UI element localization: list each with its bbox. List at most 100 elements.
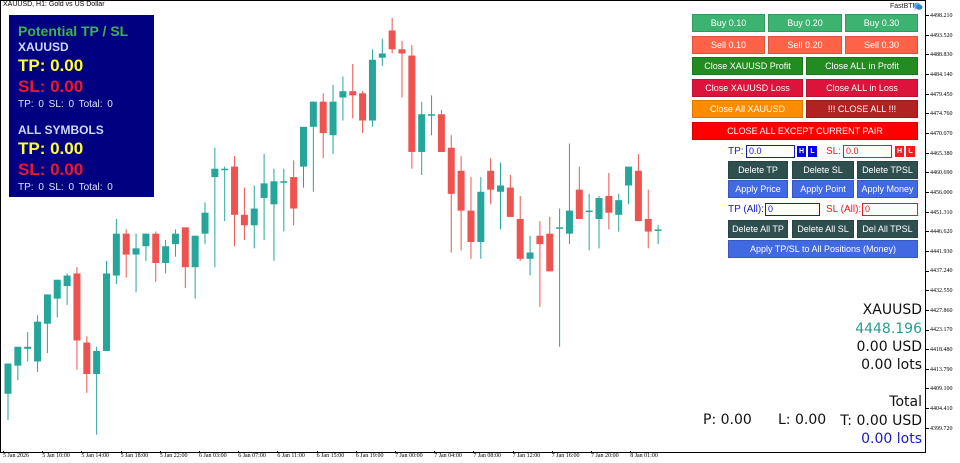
bull-candle <box>93 346 101 435</box>
bull-candle <box>142 233 150 261</box>
sl-input[interactable]: 0.0 <box>843 145 892 158</box>
bull-candle <box>250 185 258 249</box>
buy-0.20-button[interactable]: Buy 0.20 <box>768 14 842 32</box>
chart-title: XAUUSD, H1: Gold vs US Dollar <box>3 1 105 8</box>
apply-point-button[interactable]: Apply Point <box>792 180 854 198</box>
price-axis[interactable]: 4498.210 4493.520 4488.830 4484.140 4479.450… <box>926 0 960 453</box>
bear-candle <box>398 40 406 98</box>
buy-0.10-button[interactable]: Buy 0.10 <box>692 14 765 32</box>
symbol-label: XAUUSD <box>18 40 69 54</box>
sell-0.30-button[interactable]: Sell 0.30 <box>845 36 918 54</box>
fastbtn-label: FastBTN <box>890 3 918 10</box>
bull-candle <box>171 229 179 257</box>
chart-area[interactable] <box>0 0 926 453</box>
time-tick: 5 Jan 2026 <box>3 451 29 459</box>
price-tick: 4423.170 <box>926 327 953 333</box>
sell-0.20-button[interactable]: Sell 0.20 <box>768 36 842 54</box>
bear-candle <box>231 156 239 247</box>
close-all-symbol-button[interactable]: Close All XAUUSD <box>692 100 803 118</box>
price-tick: 4460.690 <box>926 170 953 176</box>
price-tick: 4413.790 <box>926 367 953 373</box>
sl-high-button[interactable]: H <box>895 146 904 157</box>
time-tick: 6 Jan 15:00 <box>316 451 345 459</box>
time-tick: 7 Jan 20:00 <box>591 451 619 459</box>
bull-candle <box>191 235 199 299</box>
bull-candle <box>477 177 485 259</box>
tp-input[interactable]: 0.0 <box>746 145 795 158</box>
tp-high-button[interactable]: H <box>797 146 806 157</box>
bear-candle <box>536 221 544 307</box>
close-all-button[interactable]: !!! CLOSE ALL !!! <box>806 100 918 118</box>
delete-sl-button[interactable]: Delete SL <box>792 161 854 179</box>
del-all-tpsl-button[interactable]: Del All TPSL <box>857 220 918 238</box>
price-tick: 4470.070 <box>926 131 953 137</box>
apply-money-button[interactable]: Apply Money <box>857 180 918 198</box>
bear-candle <box>605 172 613 230</box>
time-tick: 7 Jan 16:00 <box>551 451 580 459</box>
bull-candle <box>595 195 603 249</box>
bull-candle <box>556 208 564 347</box>
time-tick: 5 Jan 22:00 <box>159 451 188 459</box>
delete-tp-button[interactable]: Delete TP <box>728 161 788 179</box>
sell-0.10-button[interactable]: Sell 0.10 <box>692 36 765 54</box>
time-tick: 7 Jan 08:00 <box>473 451 502 459</box>
time-axis[interactable]: 5 Jan 2026 5 Jan 10:00 5 Jan 14:00 5 Jan 18… <box>0 451 926 463</box>
bull-candle <box>339 76 347 121</box>
bear-candle <box>408 45 416 169</box>
bear-candle <box>467 177 475 259</box>
time-tick: 5 Jan 14:00 <box>81 451 110 459</box>
bull-candle <box>103 260 110 351</box>
close-symbol-profit-button[interactable]: Close XAUUSD Profit <box>692 57 803 75</box>
delete-all-sl-button[interactable]: Delete All SL <box>792 220 854 238</box>
all-sl-value: SL: 0.00 <box>18 160 84 179</box>
price-tick: 4418.480 <box>926 347 953 353</box>
sl-all-input[interactable]: 0 <box>862 203 918 216</box>
bull-candle <box>615 193 623 232</box>
info-total-lots: 0.00 lots <box>861 431 922 447</box>
time-tick: 7 Jan 00:00 <box>395 451 423 459</box>
price-tick: 4446.620 <box>926 229 953 235</box>
candlestick-chart[interactable] <box>0 0 926 453</box>
tp-label: TP: <box>728 146 744 157</box>
time-tick: 6 Jan 19:00 <box>355 451 384 459</box>
apply-price-button[interactable]: Apply Price <box>728 180 788 198</box>
close-all-except-current-button[interactable]: CLOSE ALL EXCEPT CURRENT PAIR <box>692 122 918 140</box>
bull-candle <box>24 332 32 362</box>
delete-all-tp-button[interactable]: Delete All TP <box>728 220 788 238</box>
chat-bubbles-icon[interactable] <box>913 2 923 11</box>
time-tick: 6 Jan 03:00 <box>199 451 227 459</box>
bull-candle <box>132 233 140 293</box>
bull-candle <box>418 101 426 175</box>
tp-low-button[interactable]: L <box>808 146 817 157</box>
time-tick: 7 Jan 12:00 <box>512 451 541 459</box>
symbol-tp-value: TP: 0.00 <box>18 56 84 75</box>
price-tick: 4498.210 <box>926 13 953 19</box>
delete-tpsl-button[interactable]: Delete TPSL <box>857 161 918 179</box>
close-all-loss-button[interactable]: Close ALL in Loss <box>806 79 918 97</box>
close-all-profit-button[interactable]: Close ALL in Profit <box>806 57 918 75</box>
close-symbol-loss-button[interactable]: Close XAUUSD Loss <box>692 79 803 97</box>
bear-candle <box>644 189 652 249</box>
tp-all-label: TP (All): <box>728 204 764 215</box>
price-tick: 4493.520 <box>926 33 953 39</box>
bull-candle <box>260 154 268 240</box>
bear-candle <box>457 156 465 251</box>
sl-low-button[interactable]: L <box>906 146 915 157</box>
tp-all-input[interactable]: 0 <box>765 203 820 216</box>
bull-candle <box>112 218 120 284</box>
bull-candle <box>309 101 317 192</box>
bull-candle <box>14 346 22 381</box>
bear-candle <box>73 267 81 370</box>
bear-candle <box>290 160 298 226</box>
bear-candle <box>575 166 583 219</box>
buy-0.30-button[interactable]: Buy 0.30 <box>845 14 918 32</box>
price-tick: 4437.240 <box>926 268 953 274</box>
bear-candle <box>359 91 367 134</box>
price-tick: 4488.830 <box>926 52 953 58</box>
sl-all-label: SL (All): <box>826 204 862 215</box>
bull-candle <box>368 49 376 127</box>
price-tick: 4441.930 <box>926 249 953 255</box>
apply-tpsl-all-money-button[interactable]: Apply TP/SL to All Positions (Money) <box>728 240 918 258</box>
bull-candle <box>211 147 219 268</box>
bear-candle <box>634 154 642 222</box>
